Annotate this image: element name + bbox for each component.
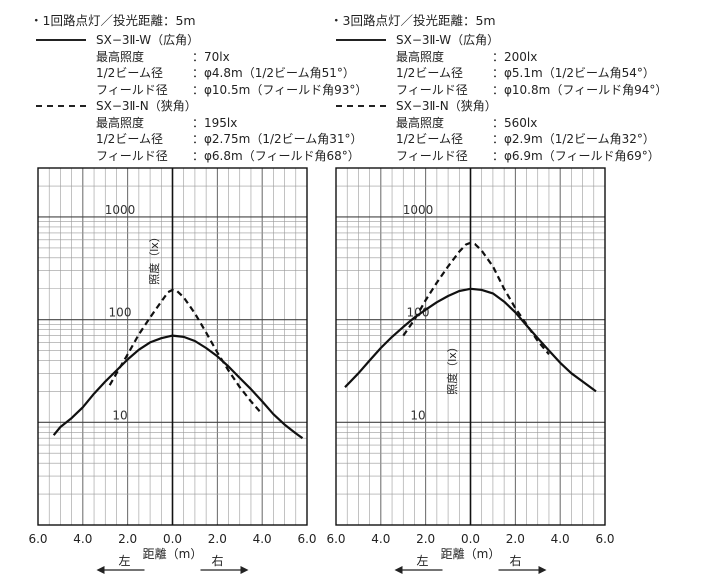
legend-row: フィールド径 ：φ10.5m（フィールド角93°） xyxy=(36,82,367,99)
legend-key: 1/2ビーム径 xyxy=(396,66,463,80)
y-tick-label: 10 xyxy=(112,408,127,422)
x-tick-label: 6.0 xyxy=(595,532,614,546)
x-tick-label: 0.0 xyxy=(163,532,182,546)
legend-left: SX−3Ⅱ-W（広角） 最高照度 ：70lx 1/2ビーム径 ：φ4.8m（1/2ビ… xyxy=(36,32,367,165)
legend-right: SX−3Ⅱ-W（広角） 最高照度 ：200lx 1/2ビーム径 ：φ5.1m（1/2… xyxy=(336,32,706,164)
legend-row: フィールド径 ：φ6.9m（フィールド角69°） xyxy=(336,148,706,165)
plot-frame xyxy=(37,167,308,526)
legend-row: 1/2ビーム径 ：φ2.9m（1/2ビーム角32°） xyxy=(336,131,706,148)
y-tick-label: 100 xyxy=(407,306,430,320)
legend-key: フィールド径 xyxy=(396,82,468,97)
legend-key: 最高照度 xyxy=(396,115,445,130)
legend-series-name: SX−3Ⅱ-W（広角） xyxy=(96,33,200,47)
legend-value: ：φ10.8m（フィールド角94°） xyxy=(492,82,668,97)
x-tick-label: 0.0 xyxy=(461,532,480,546)
legend-key: 最高照度 xyxy=(96,115,145,130)
legend-value: ：φ6.9m（フィールド角69°） xyxy=(492,148,660,163)
y-axis-label: 照度（lx） xyxy=(445,341,459,395)
legend-key: 1/2ビーム径 xyxy=(396,132,463,146)
legend-value: ：φ5.1m（1/2ビーム角54°） xyxy=(492,66,655,80)
legend-key: フィールド径 xyxy=(96,82,168,97)
x-tick-label: 4.0 xyxy=(73,532,92,546)
legend-row: 最高照度 ：560lx xyxy=(336,115,706,132)
legend-row: 最高照度 ：200lx xyxy=(336,49,706,66)
legend-solid-line xyxy=(36,39,86,41)
legend-row: 1/2ビーム径 ：φ2.75m（1/2ビーム角31°） xyxy=(36,131,363,148)
legend-series-name: SX−3Ⅱ-W（広角） xyxy=(396,33,500,47)
legend-dashed-line xyxy=(36,105,86,107)
legend-key: フィールド径 xyxy=(396,148,468,163)
x-tick-label: 4.0 xyxy=(371,532,390,546)
x-tick-label: 4.0 xyxy=(253,532,272,546)
legend-value: ：φ10.5m（フィールド角93°） xyxy=(192,82,368,97)
legend-series-name: SX−3Ⅱ-N（狭角） xyxy=(96,99,197,113)
legend-value: ：φ6.8m（フィールド角68°） xyxy=(192,148,360,163)
arrow-right-head xyxy=(538,566,547,574)
legend-value: ：φ2.9m（1/2ビーム角32°） xyxy=(492,132,655,146)
legend-value: ：560lx xyxy=(492,115,538,130)
legend-key: 1/2ビーム径 xyxy=(96,132,163,146)
arrow-right-head xyxy=(240,566,249,574)
series-line-narrow xyxy=(402,241,550,356)
direction-left-label: 左 xyxy=(118,553,130,568)
legend-solid-line xyxy=(336,39,386,41)
legend-value: ：70lx xyxy=(192,49,230,64)
x-tick-label: 6.0 xyxy=(326,532,345,546)
x-tick-label: 2.0 xyxy=(208,532,227,546)
y-tick-label: 1000 xyxy=(403,203,434,217)
legend-key: 1/2ビーム径 xyxy=(96,66,163,80)
legend-row: 最高照度 ：195lx xyxy=(36,115,336,132)
x-axis-label: 距離（m） xyxy=(143,547,203,561)
y-tick-label: 1000 xyxy=(105,203,136,217)
legend-key: フィールド径 xyxy=(96,148,168,163)
x-tick-label: 6.0 xyxy=(28,532,47,546)
legend-entry-wide: SX−3Ⅱ-W（広角） xyxy=(36,32,336,49)
x-tick-label: 2.0 xyxy=(118,532,137,546)
series-line-wide xyxy=(52,334,304,440)
y-axis-label: 照度（lx） xyxy=(147,231,161,285)
series-line-narrow xyxy=(108,288,264,415)
y-tick-label: 10 xyxy=(410,408,425,422)
legend-value: ：195lx xyxy=(192,115,238,130)
direction-left-label: 左 xyxy=(416,553,428,568)
chart-title-right: ・3回路点灯／投光距離：5m xyxy=(330,13,496,28)
legend-value: ：200lx xyxy=(492,49,538,64)
legend-entry-narrow: SX−3Ⅱ-N（狭角） xyxy=(36,98,336,115)
legend-key: 最高照度 xyxy=(96,49,145,64)
series-line-wide xyxy=(344,287,597,393)
x-tick-label: 6.0 xyxy=(297,532,316,546)
x-tick-label: 2.0 xyxy=(506,532,525,546)
legend-row: 1/2ビーム径 ：φ5.1m（1/2ビーム角54°） xyxy=(336,65,706,82)
x-tick-label: 2.0 xyxy=(416,532,435,546)
x-tick-label: 4.0 xyxy=(551,532,570,546)
legend-entry-wide: SX−3Ⅱ-W（広角） xyxy=(336,32,706,49)
legend-value: ：φ4.8m（1/2ビーム角51°） xyxy=(192,66,355,80)
direction-right-label: 右 xyxy=(211,553,223,568)
chart-title-left: ・1回路点灯／投光距離：5m xyxy=(30,13,196,28)
legend-row: 1/2ビーム径 ：φ4.8m（1/2ビーム角51°） xyxy=(36,65,355,82)
legend-row: フィールド径 ：φ10.8m（フィールド角94°） xyxy=(336,82,706,99)
direction-right-label: 右 xyxy=(509,553,521,568)
legend-row: フィールド径 ：φ6.8m（フィールド角68°） xyxy=(36,148,360,165)
x-axis-label: 距離（m） xyxy=(441,547,501,561)
plot-frame xyxy=(335,167,606,526)
legend-key: 最高照度 xyxy=(396,49,445,64)
y-tick-label: 100 xyxy=(109,306,132,320)
legend-dashed-line xyxy=(336,105,386,107)
arrow-left-head xyxy=(96,566,105,574)
legend-row: 最高照度 ：70lx xyxy=(36,49,336,66)
legend-value: ：φ2.75m（1/2ビーム角31°） xyxy=(192,132,363,146)
legend-entry-narrow: SX−3Ⅱ-N（狭角） xyxy=(336,98,706,115)
legend-series-name: SX−3Ⅱ-N（狭角） xyxy=(396,99,497,113)
arrow-left-head xyxy=(394,566,403,574)
